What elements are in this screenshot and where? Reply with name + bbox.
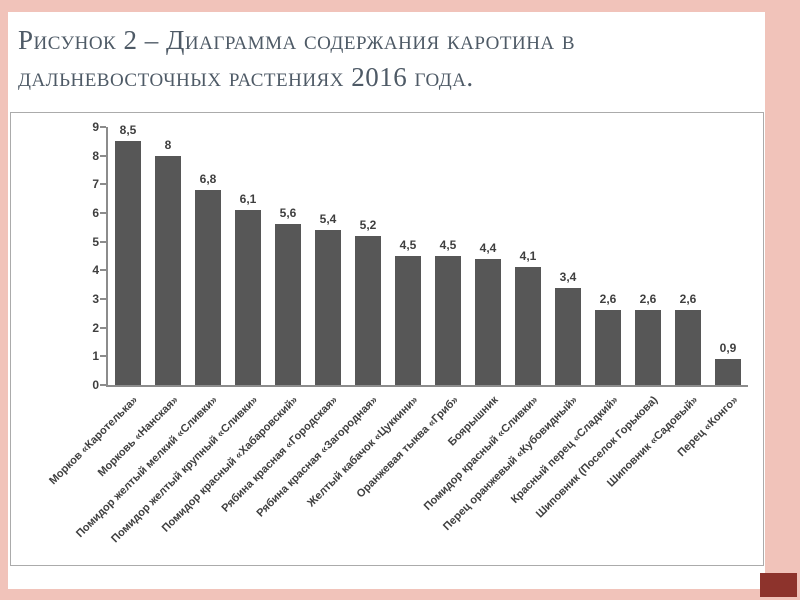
bar <box>475 258 501 385</box>
y-axis-tick-label: 8 <box>92 148 99 163</box>
category-label: Помидор желтый мелкий «Сливки» <box>74 394 221 541</box>
y-axis-tick-label: 5 <box>92 234 99 249</box>
bar <box>235 210 261 385</box>
y-axis-tick-label: 2 <box>92 320 99 335</box>
bar <box>195 190 221 385</box>
bar-value-label: 5,4 <box>319 212 337 227</box>
bar-value-label: 6,8 <box>199 172 217 187</box>
slide-border-left <box>0 0 8 600</box>
bar-value-label: 8 <box>164 137 172 152</box>
bar-value-label: 3,4 <box>559 269 577 284</box>
y-axis-tick-mark <box>100 212 106 214</box>
bar <box>555 287 581 385</box>
y-axis-tick-mark <box>100 298 106 300</box>
bar-value-label: 2,6 <box>599 292 617 307</box>
bar <box>155 155 181 385</box>
slide-border-bottom <box>0 589 800 600</box>
slide-border-top <box>0 0 800 12</box>
plot-area: 8,5 8 6,8 6,1 5,6 5,4 5,2 4,5 4,5 4,4 4,1 3,4 2,6 2,6… <box>106 123 748 387</box>
y-axis-tick-label: 7 <box>92 177 99 192</box>
bar <box>355 235 381 385</box>
corner-accent-box <box>760 573 797 597</box>
y-axis-tick-mark <box>100 240 106 243</box>
bar <box>435 256 461 385</box>
bar-chart: 8,5 8 6,8 6,1 5,6 5,4 5,2 4,5 4,5 4,4 4,1 3,4 2,6 2,6… <box>10 112 764 566</box>
bar-value-label: 4,5 <box>399 238 417 252</box>
y-axis-tick-mark <box>100 326 106 329</box>
bar <box>675 310 701 385</box>
slide-title: Рисунок 2 – Диаграмма содержания каротин… <box>18 25 576 93</box>
category-label: Помидор желтый крупный «Сливки» <box>109 394 261 546</box>
bar-value-label: 4,4 <box>479 240 497 255</box>
bar <box>115 141 141 385</box>
y-axis-tick-mark <box>100 355 106 358</box>
bar-value-label: 5,2 <box>359 217 377 232</box>
bar-value-label: 4,1 <box>519 249 537 264</box>
bar <box>275 224 301 385</box>
bar <box>715 359 741 385</box>
y-axis-tick-label: 0 <box>92 378 99 392</box>
y-axis-tick-mark <box>100 384 106 386</box>
bar-value-label: 0,9 <box>719 341 737 356</box>
bar <box>635 310 661 385</box>
slide-border-right <box>765 0 800 600</box>
bar-value-label: 4,5 <box>439 238 457 252</box>
y-axis-tick-mark <box>100 269 106 272</box>
bar <box>595 310 621 385</box>
bar-value-label: 6,1 <box>239 192 257 207</box>
y-axis-tick-mark <box>100 154 106 157</box>
y-axis-tick-label: 4 <box>92 263 99 278</box>
bar-value-label: 2,6 <box>639 292 657 307</box>
bar <box>395 256 421 385</box>
y-axis-tick-label: 3 <box>92 292 99 306</box>
bar-value-label: 2,6 <box>679 292 697 307</box>
bar <box>515 267 541 385</box>
y-axis-tick-label: 1 <box>92 349 99 364</box>
y-axis-tick-label: 6 <box>92 206 99 220</box>
bar-value-label: 5,6 <box>279 206 297 221</box>
y-axis-tick-label: 9 <box>92 120 99 134</box>
y-axis-tick-mark <box>100 183 106 186</box>
bar <box>315 230 341 385</box>
y-axis-tick-mark <box>100 126 106 128</box>
bar-value-label: 8,5 <box>119 123 137 138</box>
